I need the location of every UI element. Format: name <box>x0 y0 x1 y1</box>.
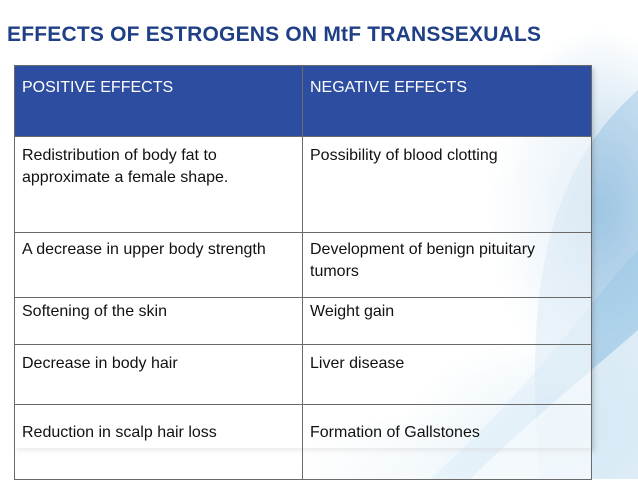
positive-effect-cell: A decrease in upper body strength <box>14 232 303 298</box>
positive-effect-cell: Decrease in body hair <box>14 344 303 405</box>
table-row: Softening of the skin Weight gain <box>14 297 592 345</box>
table-row: A decrease in upper body strength Develo… <box>14 232 592 298</box>
effects-table-container: POSITIVE EFFECTS NEGATIVE EFFECTS Redist… <box>14 65 592 480</box>
column-header-negative: NEGATIVE EFFECTS <box>302 65 592 137</box>
positive-effect-cell: Softening of the skin <box>14 297 303 345</box>
table-row: Decrease in body hair Liver disease <box>14 344 592 405</box>
negative-effect-cell: Development of benign pituitary tumors <box>302 232 592 298</box>
column-header-positive: POSITIVE EFFECTS <box>14 65 303 137</box>
negative-effect-cell: Liver disease <box>302 344 592 405</box>
positive-effect-cell: Redistribution of body fat to approximat… <box>14 136 303 233</box>
positive-effect-cell: Reduction in scalp hair loss <box>14 404 303 480</box>
slide-title: EFFECTS OF ESTROGENS ON MtF TRANSSEXUALS <box>7 23 542 46</box>
negative-effect-cell: Weight gain <box>302 297 592 345</box>
table-header-row: POSITIVE EFFECTS NEGATIVE EFFECTS <box>14 65 592 137</box>
effects-table: POSITIVE EFFECTS NEGATIVE EFFECTS Redist… <box>14 65 592 480</box>
table-row: Reduction in scalp hair loss Formation o… <box>14 404 592 480</box>
negative-effect-cell: Possibility of blood clotting <box>302 136 592 233</box>
table-row: Redistribution of body fat to approximat… <box>14 136 592 233</box>
negative-effect-cell: Formation of Gallstones <box>302 404 592 480</box>
